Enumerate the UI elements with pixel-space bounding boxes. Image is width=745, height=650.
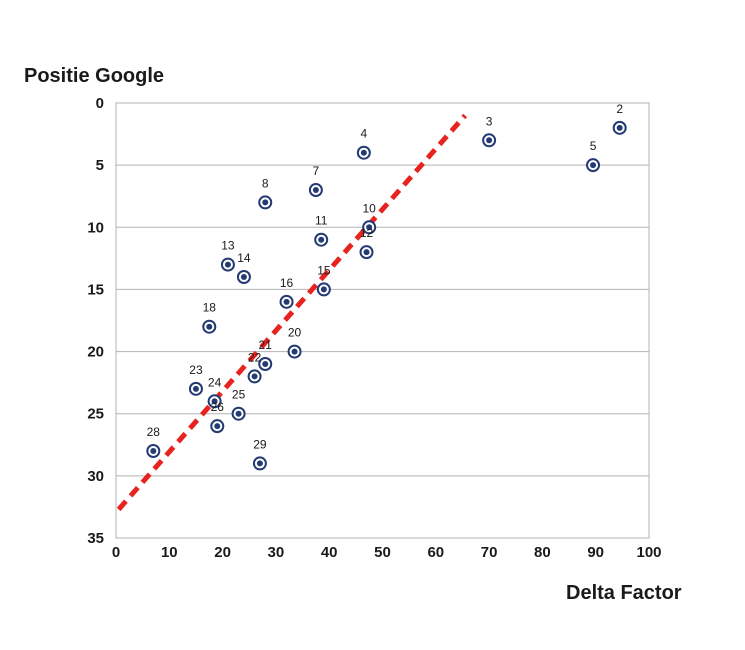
point-marker-dot (192, 385, 199, 392)
data-point: 21 (258, 338, 273, 371)
x-tick-label: 0 (112, 544, 120, 561)
point-marker-dot (283, 298, 290, 305)
point-marker-dot (150, 448, 157, 454)
x-tick-label: 40 (321, 544, 338, 561)
point-marker-dot (224, 261, 231, 268)
data-point: 8 (258, 176, 273, 210)
point-marker-dot (312, 187, 319, 193)
y-tick-label: 30 (87, 468, 104, 485)
point-label: 14 (237, 251, 251, 265)
point-marker-dot (320, 286, 327, 293)
point-marker-dot (256, 460, 263, 467)
point-label: 29 (253, 437, 267, 451)
point-label: 3 (486, 114, 493, 128)
x-tick-label: 20 (214, 544, 231, 561)
point-marker-dot (291, 348, 298, 355)
point-marker-dot (360, 149, 367, 156)
point-label: 2 (616, 102, 623, 116)
y-tick-label: 5 (96, 157, 104, 174)
point-label: 11 (315, 214, 328, 228)
data-point: 7 (308, 164, 323, 197)
x-tick-label: 60 (427, 544, 444, 561)
point-label: 25 (232, 388, 246, 402)
point-label: 5 (590, 139, 597, 153)
y-axis: 0 5 10 15 20 25 30 35 (87, 95, 104, 547)
data-point: 10 (362, 201, 377, 235)
x-tick-label: 10 (161, 544, 178, 561)
point-marker-dot (486, 137, 493, 144)
x-tick-label: 80 (534, 544, 551, 561)
point-label: 18 (203, 301, 217, 315)
data-point: 20 (287, 326, 302, 359)
point-label: 24 (208, 375, 222, 389)
point-marker-dot (206, 323, 213, 330)
point-marker-dot (235, 410, 242, 417)
data-point: 13 (220, 239, 235, 272)
x-tick-label: 100 (636, 544, 661, 561)
point-label: 4 (361, 127, 368, 141)
point-marker-dot (616, 124, 623, 131)
point-marker-dot (240, 274, 247, 280)
point-label: 7 (313, 164, 320, 178)
data-point: 24 (207, 375, 222, 409)
gridlines (116, 102, 649, 539)
y-tick-label: 35 (87, 530, 104, 547)
point-label: 8 (262, 176, 269, 190)
data-point: 25 (231, 388, 246, 421)
point-marker-dot (366, 224, 373, 231)
point-label: 13 (221, 239, 235, 253)
data-point: 22 (247, 350, 262, 384)
point-label: 26 (211, 400, 225, 414)
data-point: 28 (146, 425, 161, 458)
data-point: 12 (359, 226, 374, 260)
point-marker-dot (262, 361, 269, 367)
plot-area (115, 102, 650, 539)
point-label: 10 (362, 201, 376, 215)
data-point: 15 (316, 263, 331, 297)
point-marker-dot (590, 162, 597, 169)
point-marker-dot (251, 373, 258, 380)
trend-line (116, 113, 467, 512)
point-label: 28 (147, 425, 161, 439)
x-axis-title: Delta Factor (566, 582, 682, 604)
data-point: 16 (279, 276, 294, 309)
point-label: 15 (317, 263, 331, 277)
point-label: 22 (248, 350, 262, 364)
data-point: 11 (314, 214, 329, 247)
point-marker-dot (214, 423, 221, 430)
data-point: 23 (188, 363, 203, 396)
y-axis-title: Positie Google (24, 65, 164, 87)
data-point: 26 (210, 400, 225, 434)
point-marker-dot (363, 249, 370, 256)
data-point: 4 (356, 127, 371, 160)
x-tick-label: 50 (374, 544, 391, 561)
data-point: 3 (482, 114, 497, 148)
data-point: 18 (202, 301, 217, 334)
data-point: 14 (236, 251, 251, 284)
x-tick-label: 90 (587, 544, 604, 561)
point-marker-dot (318, 236, 325, 243)
point-label: 16 (280, 276, 294, 290)
point-marker-dot (262, 199, 269, 206)
y-tick-label: 25 (87, 406, 104, 423)
y-tick-label: 10 (87, 219, 104, 236)
x-axis: 0 10 20 30 40 50 60 70 80 90 100 (112, 544, 662, 561)
point-label: 20 (288, 326, 302, 340)
point-label: 21 (259, 338, 273, 352)
data-point: 5 (586, 139, 601, 173)
y-tick-label: 15 (87, 281, 104, 298)
y-tick-label: 20 (87, 344, 104, 361)
point-label: 12 (360, 226, 374, 240)
point-label: 23 (189, 363, 203, 377)
point-marker-dot (211, 398, 218, 405)
y-tick-label: 0 (96, 95, 104, 112)
x-tick-label: 70 (481, 544, 498, 561)
x-tick-label: 30 (268, 544, 285, 561)
data-point: 29 (252, 437, 267, 471)
data-point: 2 (612, 102, 627, 135)
